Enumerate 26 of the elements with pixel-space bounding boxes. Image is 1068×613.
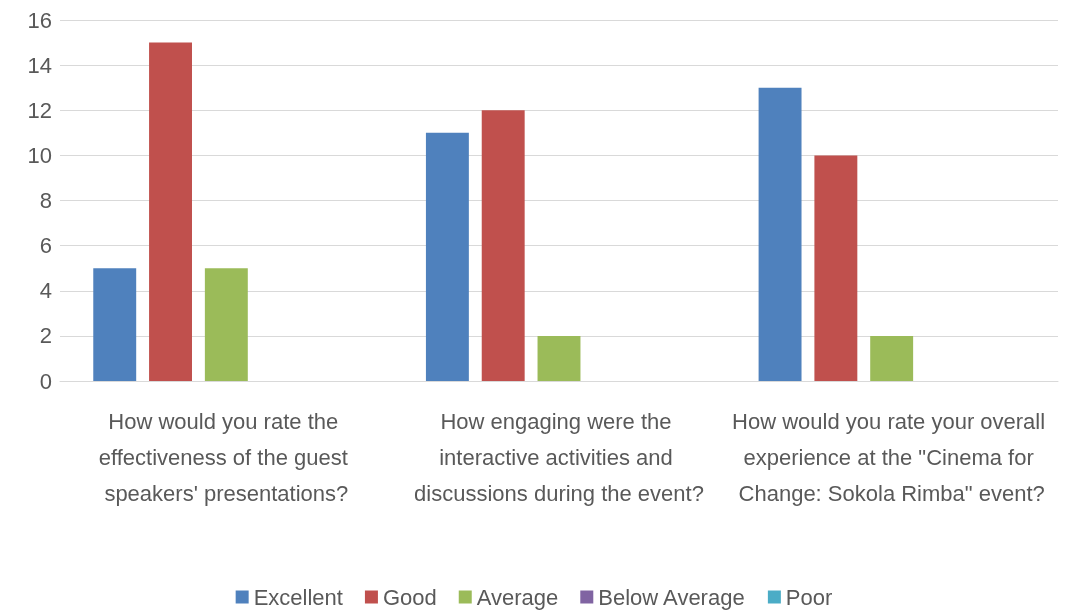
y-tick-label: 14: [27, 52, 52, 78]
bar: [204, 268, 248, 381]
y-tick-label: 2: [39, 323, 52, 349]
x-tick-label: How would you rate the effectiveness of the guest speakers' presentations?: [98, 408, 354, 506]
x-tick-label: How engaging were the interactive activities and discussions during the event?: [414, 408, 704, 506]
y-tick-label: 8: [39, 188, 52, 213]
bar: [425, 132, 469, 381]
y-tick-label: 4: [39, 278, 52, 304]
bar: [537, 335, 581, 381]
legend-label: Poor: [785, 584, 833, 610]
legend-label: Excellent: [253, 584, 343, 610]
y-tick-label: 12: [27, 97, 52, 123]
bar: [870, 335, 914, 381]
bar: [814, 155, 858, 381]
bar: [93, 268, 137, 381]
bar: [149, 42, 192, 381]
legend-label: Below Average: [598, 584, 745, 610]
x-tick-label: How would you rate your overall experience at the "Cinema for Change: Sokola Rimba" event?: [732, 408, 1052, 506]
bar: [481, 110, 525, 381]
y-tick-label: 0: [39, 368, 52, 394]
y-tick-label: 10: [27, 142, 52, 168]
legend-label: Average: [476, 584, 559, 610]
y-tick-label: 6: [39, 233, 52, 259]
y-tick-label: 16: [27, 7, 52, 33]
bar: [758, 87, 802, 381]
legend-label: Good: [382, 584, 437, 610]
